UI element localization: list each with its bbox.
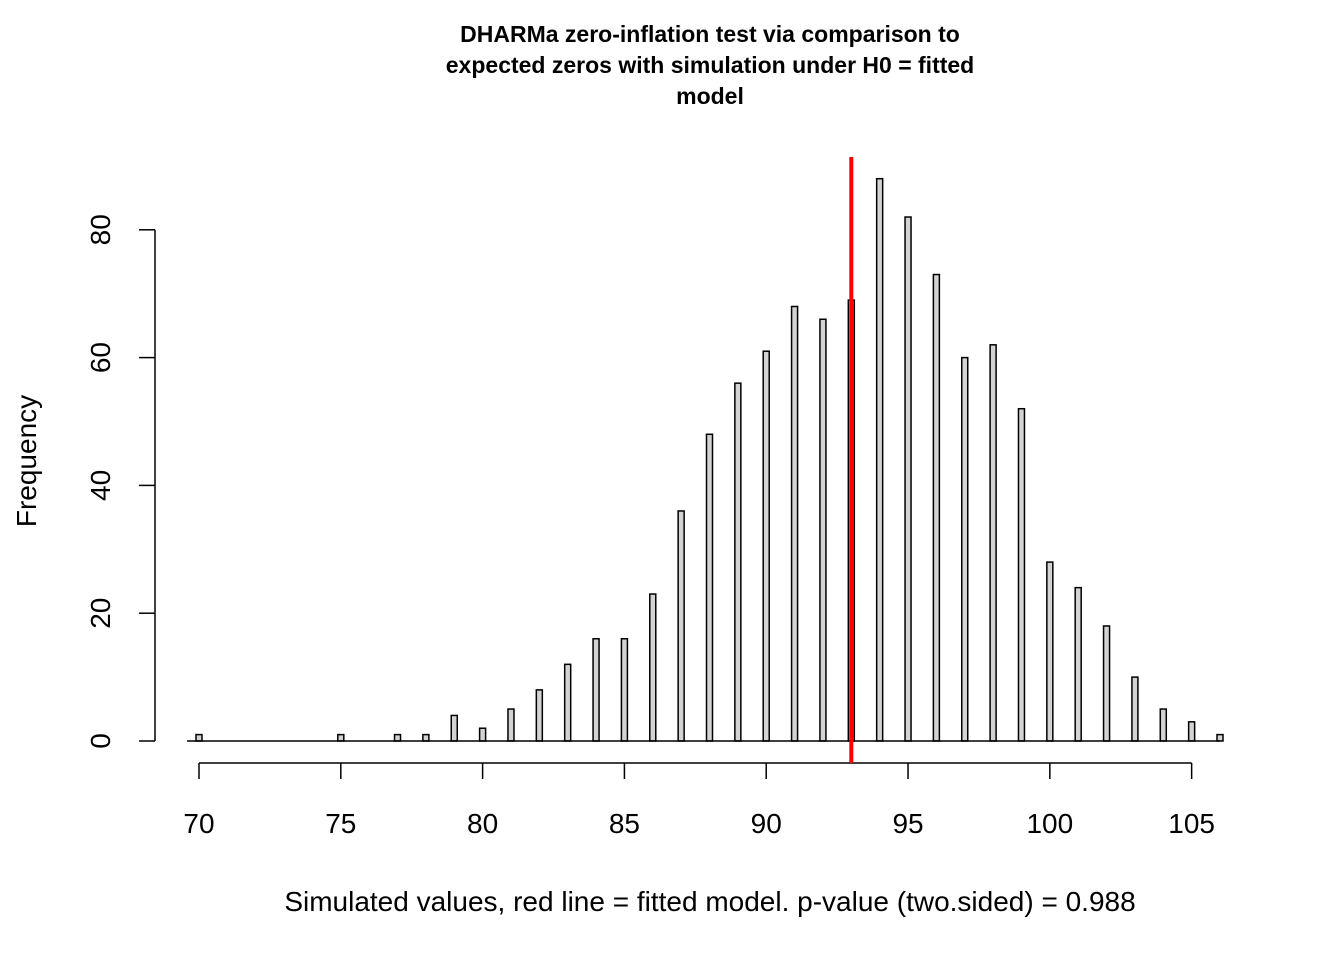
- histogram-bar: [875, 177, 884, 742]
- histogram-bars: [187, 177, 1224, 742]
- histogram-bar: [1017, 407, 1026, 742]
- histogram-bar: [1159, 708, 1168, 742]
- y-tick-label: 40: [85, 470, 116, 501]
- histogram-bar: [535, 689, 544, 742]
- x-tick-label: 80: [467, 808, 498, 839]
- histogram-bar: [989, 344, 997, 742]
- x-axis-title: Simulated values, red line = fitted mode…: [284, 886, 1135, 917]
- x-axis: 70 75 80 85 90 95 100 105: [183, 762, 1215, 839]
- histogram-bar: [677, 510, 685, 742]
- y-axis-title: Frequency: [11, 395, 42, 527]
- y-tick-label: 60: [85, 342, 116, 373]
- histogram-bar: [478, 727, 487, 742]
- chart-title-line-3: model: [676, 83, 744, 109]
- x-tick-label: 70: [183, 808, 214, 839]
- histogram-bar: [932, 273, 941, 742]
- x-tick-label: 95: [892, 808, 923, 839]
- histogram-bar: [1187, 721, 1196, 742]
- histogram-bar: [734, 382, 742, 742]
- x-tick-label: 105: [1168, 808, 1215, 839]
- histogram-bar: [819, 318, 827, 742]
- histogram-bar: [762, 350, 770, 742]
- histogram-bar: [1131, 676, 1139, 742]
- y-tick-label: 0: [85, 733, 116, 749]
- x-tick-label: 75: [325, 808, 356, 839]
- histogram-bar: [1216, 733, 1224, 742]
- histogram-bar: [1102, 625, 1111, 742]
- histogram-bar: [790, 305, 799, 742]
- chart-title: DHARMa zero-inflation test via compariso…: [446, 21, 974, 109]
- histogram-bar: [507, 708, 515, 742]
- chart-title-line-1: DHARMa zero-inflation test via compariso…: [460, 21, 960, 47]
- histogram-bar: [1074, 586, 1082, 742]
- histogram-bar: [620, 638, 629, 742]
- histogram-bar: [450, 714, 458, 742]
- chart-title-line-2: expected zeros with simulation under H0 …: [446, 52, 974, 78]
- histogram-bar: [592, 638, 600, 742]
- x-tick-label: 100: [1026, 808, 1073, 839]
- histogram-bar: [195, 733, 203, 742]
- histogram-bar: [422, 733, 430, 742]
- x-tick-label: 90: [751, 808, 782, 839]
- y-tick-label: 20: [85, 598, 116, 629]
- histogram-bar: [563, 663, 572, 742]
- histogram-bar: [961, 356, 969, 742]
- histogram-bar: [904, 216, 912, 742]
- histogram-bar: [649, 593, 657, 742]
- x-tick-label: 85: [609, 808, 640, 839]
- histogram-bar: [393, 733, 402, 742]
- histogram-bar: [705, 433, 714, 742]
- histogram-bar: [1046, 561, 1054, 742]
- y-tick-label: 80: [85, 214, 116, 245]
- histogram-bar: [337, 733, 345, 742]
- y-axis: 0 20 40 60 80: [85, 214, 156, 749]
